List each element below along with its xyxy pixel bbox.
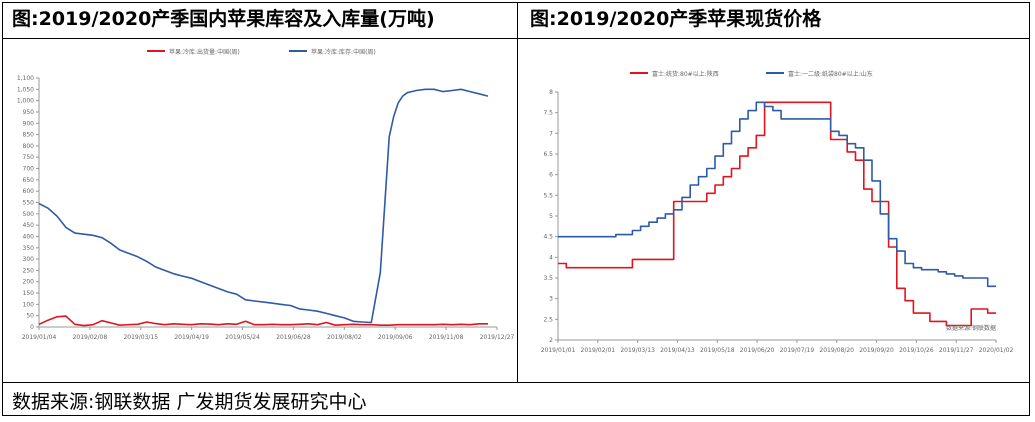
y-tick-label: 8 — [549, 89, 553, 96]
legend-label: 苹果:冷库:出货量:中国(周) — [169, 48, 240, 56]
y-tick-label: 200 — [23, 279, 35, 286]
title-divider — [2, 38, 1030, 39]
legend-label: 富士:统货:80#以上:陕西 — [652, 70, 719, 78]
y-tick-label: 650 — [23, 177, 35, 184]
y-tick-label: 2 — [549, 337, 553, 344]
series-line-1 — [558, 101, 996, 327]
x-tick-label: 2019/06/20 — [740, 347, 775, 354]
y-tick-label: 4.5 — [543, 234, 553, 241]
y-tick-label: 6 — [549, 172, 553, 179]
y-tick-label: 850 — [23, 132, 35, 139]
x-tick-label: 2019/12/27 — [480, 334, 515, 341]
y-tick-label: 250 — [23, 267, 35, 274]
x-tick-label: 2019/09/20 — [859, 347, 894, 354]
y-tick-label: 450 — [23, 222, 35, 229]
y-tick-label: 150 — [23, 290, 35, 297]
y-tick-label: 50 — [26, 313, 34, 320]
chart-source-note: 数据来源:钢联数据 — [946, 324, 996, 332]
y-tick-label: 5 — [549, 213, 553, 220]
y-tick-label: 1,000 — [17, 98, 34, 105]
series-line-1 — [38, 315, 488, 327]
x-tick-label: 2019/03/15 — [123, 334, 158, 341]
panel-divider — [517, 2, 518, 383]
x-tick-label: 2019/04/19 — [174, 334, 209, 341]
x-tick-label: 2020/01/02 — [979, 347, 1014, 354]
x-tick-label: 2019/09/06 — [378, 334, 413, 341]
y-tick-label: 100 — [23, 301, 35, 308]
x-tick-label: 2019/06/28 — [276, 334, 311, 341]
x-tick-label: 2019/08/20 — [819, 347, 854, 354]
x-tick-label: 2019/02/08 — [73, 334, 108, 341]
y-tick-label: 700 — [23, 166, 35, 173]
x-tick-label: 2019/11/08 — [429, 334, 464, 341]
y-tick-label: 7 — [549, 130, 553, 137]
legend-label: 苹果:冷库:库存:中国(周) — [311, 48, 376, 56]
x-tick-label: 2019/11/27 — [939, 347, 974, 354]
y-tick-label: 900 — [23, 120, 35, 127]
y-tick-label: 750 — [23, 154, 35, 161]
y-tick-label: 1,050 — [17, 86, 34, 93]
y-tick-label: 3.5 — [543, 275, 553, 282]
y-tick-label: 350 — [23, 245, 35, 252]
x-tick-label: 2019/05/18 — [700, 347, 735, 354]
y-tick-label: 3 — [549, 296, 553, 303]
y-tick-label: 300 — [23, 256, 35, 263]
legend-label: 富士:一二级:纸袋80#以上:山东 — [788, 70, 873, 78]
right-chart-title: 图:2019/2020产季苹果现货价格 — [530, 8, 822, 30]
y-tick-label: 0 — [30, 324, 34, 331]
y-tick-label: 1,100 — [17, 75, 34, 82]
y-tick-label: 6.5 — [543, 151, 553, 158]
y-tick-label: 2.5 — [543, 316, 553, 323]
y-tick-label: 500 — [23, 211, 35, 218]
y-tick-label: 950 — [23, 109, 35, 116]
x-tick-label: 2019/03/13 — [620, 347, 655, 354]
y-tick-label: 4 — [549, 254, 553, 261]
x-tick-label: 2019/02/01 — [581, 347, 616, 354]
x-tick-label: 2019/01/01 — [541, 347, 576, 354]
y-tick-label: 400 — [23, 233, 35, 240]
x-tick-label: 2019/04/13 — [660, 347, 695, 354]
x-tick-label: 2019/07/19 — [780, 347, 815, 354]
figure-frame — [2, 2, 1030, 416]
x-tick-label: 2019/10/26 — [899, 347, 934, 354]
series-line-2 — [558, 101, 996, 288]
right-price-chart: 2 2.5 3 3.5 4 4.5 5 5.5 6 6.5 7 7.5 8 2019/01/01 2019/… — [541, 70, 1014, 354]
series-line-2 — [38, 88, 489, 324]
y-tick-label: 550 — [23, 200, 35, 207]
source-divider — [2, 382, 1030, 383]
data-source-note: 数据来源:钢联数据 广发期货发展研究中心 — [12, 391, 367, 413]
left-chart-title: 图:2019/2020产季国内苹果库容及入库量(万吨) — [12, 8, 435, 30]
left-storage-chart: 0 50 100 150 200 250 300 350 400 450 500 550 600 650 7… — [17, 48, 515, 341]
x-tick-label: 2019/01/04 — [22, 334, 57, 341]
y-tick-label: 800 — [23, 143, 35, 150]
y-tick-label: 5.5 — [543, 192, 553, 199]
y-tick-label: 600 — [23, 188, 35, 195]
x-tick-label: 2019/05/24 — [225, 334, 260, 341]
y-tick-label: 7.5 — [543, 110, 553, 117]
x-tick-label: 2019/08/02 — [327, 334, 362, 341]
